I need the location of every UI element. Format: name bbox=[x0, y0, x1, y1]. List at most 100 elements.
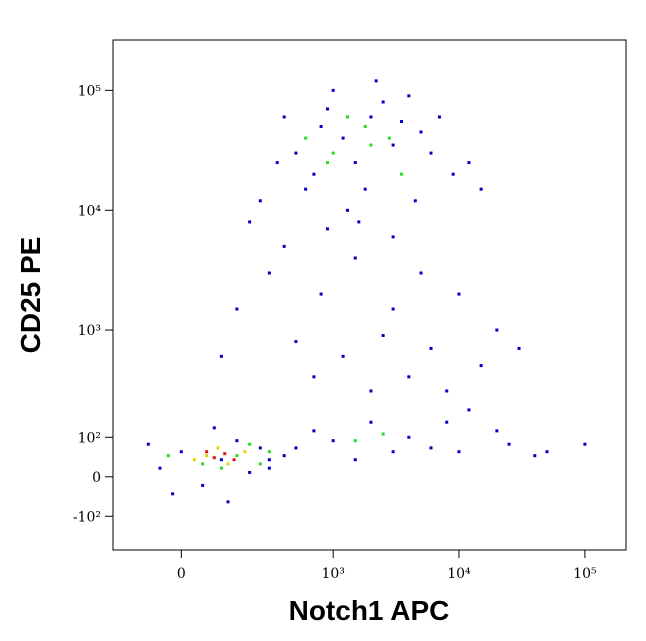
y-tick-label: 10² bbox=[78, 430, 101, 446]
dot bbox=[312, 172, 316, 176]
dot bbox=[419, 130, 423, 134]
dot bbox=[267, 458, 271, 462]
dot bbox=[282, 244, 286, 248]
dot bbox=[267, 450, 271, 454]
dot bbox=[369, 420, 373, 424]
dot bbox=[391, 235, 395, 239]
dot bbox=[275, 161, 279, 165]
dot bbox=[363, 187, 367, 191]
dot bbox=[212, 426, 216, 430]
dot bbox=[363, 124, 367, 128]
dot bbox=[467, 408, 471, 412]
dot bbox=[583, 442, 587, 446]
dot bbox=[226, 462, 230, 466]
dot bbox=[219, 458, 223, 462]
x-tick-label: 0 bbox=[177, 566, 186, 582]
dot bbox=[407, 435, 411, 439]
dot bbox=[374, 79, 378, 83]
dot bbox=[457, 450, 461, 454]
dot bbox=[400, 120, 404, 124]
x-axis-title: Notch1 APC bbox=[289, 595, 450, 626]
dot bbox=[381, 333, 385, 337]
dot bbox=[294, 446, 298, 450]
dot bbox=[369, 115, 373, 119]
dot bbox=[369, 143, 373, 147]
dot bbox=[267, 466, 271, 470]
dot bbox=[201, 462, 205, 466]
dot bbox=[325, 107, 329, 111]
dot bbox=[248, 442, 252, 446]
dot bbox=[391, 307, 395, 311]
dot bbox=[341, 136, 345, 140]
dot bbox=[429, 346, 433, 350]
dot bbox=[391, 143, 395, 147]
dot bbox=[381, 432, 385, 436]
dot bbox=[312, 375, 316, 379]
dot bbox=[201, 483, 205, 487]
dot bbox=[353, 161, 357, 165]
dot bbox=[312, 429, 316, 433]
dot bbox=[205, 454, 209, 458]
dot bbox=[325, 227, 329, 231]
dot bbox=[319, 292, 323, 296]
dot bbox=[158, 466, 162, 470]
dot bbox=[429, 151, 433, 155]
dot bbox=[341, 354, 345, 358]
y-tick-label: 10⁴ bbox=[78, 203, 102, 219]
dot bbox=[457, 292, 461, 296]
dot bbox=[451, 172, 455, 176]
dot bbox=[419, 271, 423, 275]
dot bbox=[304, 136, 308, 140]
dot bbox=[400, 172, 404, 176]
dot bbox=[357, 220, 361, 224]
dot bbox=[369, 389, 373, 393]
dot bbox=[429, 446, 433, 450]
dot bbox=[545, 450, 549, 454]
dot bbox=[445, 420, 449, 424]
dot bbox=[248, 220, 252, 224]
dot bbox=[219, 466, 223, 470]
dot bbox=[248, 470, 252, 474]
dot bbox=[304, 187, 308, 191]
dot bbox=[166, 454, 170, 458]
dot bbox=[205, 450, 209, 454]
dot bbox=[235, 454, 239, 458]
dot bbox=[387, 136, 391, 140]
dot bbox=[331, 439, 335, 443]
dot bbox=[258, 462, 262, 466]
dot bbox=[258, 199, 262, 203]
dot bbox=[219, 354, 223, 358]
y-tick-label: 10³ bbox=[78, 323, 101, 339]
dot bbox=[533, 454, 537, 458]
dot bbox=[216, 446, 220, 450]
dot bbox=[235, 307, 239, 311]
dot bbox=[235, 439, 239, 443]
x-tick-label: 10⁵ bbox=[573, 566, 597, 582]
dot bbox=[325, 161, 329, 165]
dot bbox=[495, 328, 499, 332]
dot bbox=[507, 442, 511, 446]
dot bbox=[437, 115, 441, 119]
dot bbox=[353, 439, 357, 443]
dot bbox=[319, 124, 323, 128]
dot bbox=[391, 450, 395, 454]
dot bbox=[171, 492, 175, 496]
dot bbox=[294, 151, 298, 155]
dot bbox=[282, 115, 286, 119]
dot bbox=[331, 151, 335, 155]
dot bbox=[345, 115, 349, 119]
dot bbox=[212, 456, 216, 460]
dot bbox=[467, 161, 471, 165]
x-tick-label: 10⁴ bbox=[447, 566, 471, 582]
y-tick-label: 10⁵ bbox=[78, 83, 102, 99]
dot bbox=[232, 458, 236, 462]
dot bbox=[282, 454, 286, 458]
y-tick-label: 0 bbox=[92, 470, 101, 486]
dot bbox=[381, 100, 385, 104]
dot bbox=[413, 199, 417, 203]
dot bbox=[294, 340, 298, 344]
dot bbox=[223, 452, 227, 456]
dot bbox=[407, 94, 411, 98]
dot bbox=[226, 500, 230, 504]
